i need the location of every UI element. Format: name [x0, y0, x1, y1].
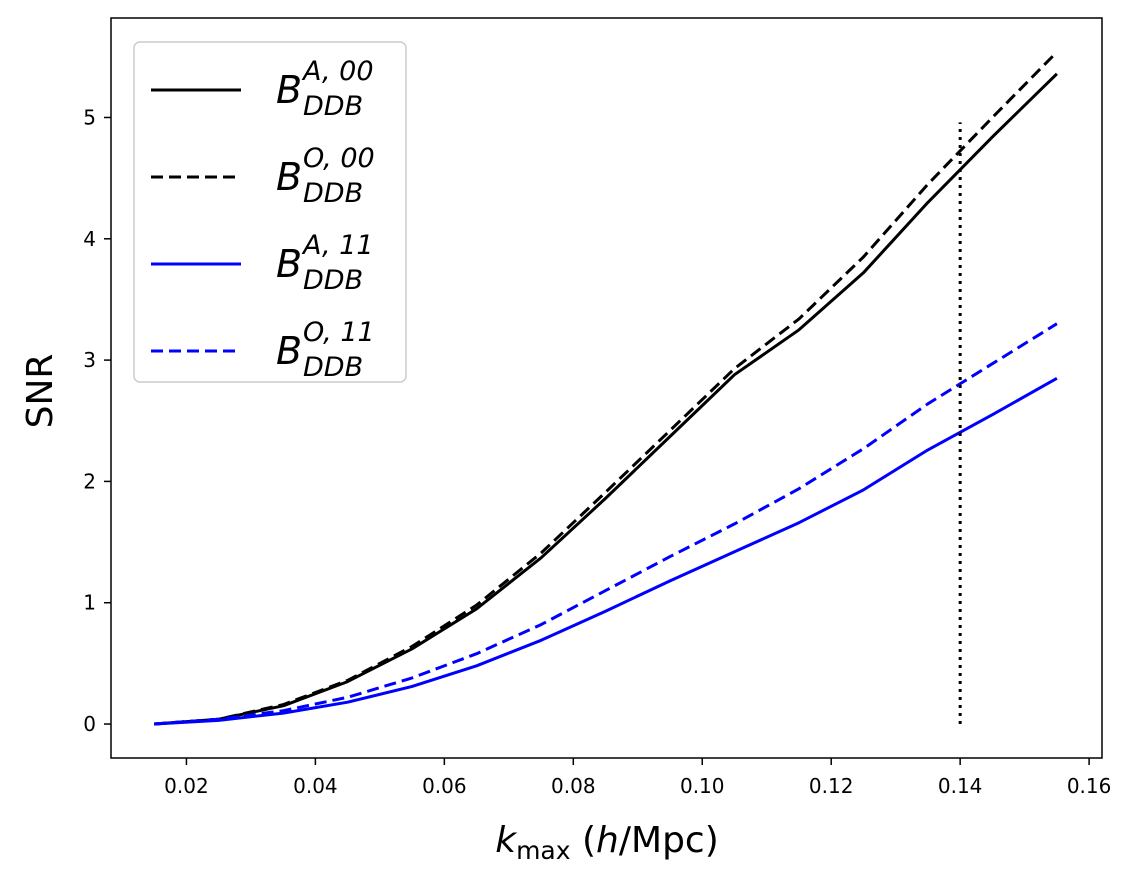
- series-line-1: [154, 50, 1058, 726]
- x-tick-label-4: 0.10: [680, 774, 725, 798]
- x-tick-label-2: 0.06: [422, 774, 467, 798]
- x-axis-label-unit-rest: /Mpc): [619, 820, 719, 861]
- x-axis-label: kmax (h/Mpc): [495, 820, 719, 865]
- legend-label-2: BDDBA, 11: [276, 230, 374, 296]
- x-axis-label-unit-italic: h: [596, 820, 619, 861]
- y-axis-label: SNR: [20, 354, 61, 429]
- y-tick-label-4: 4: [83, 227, 96, 251]
- y-tick-label-0: 0: [83, 712, 96, 736]
- legend-label-3: BDDBO, 11: [276, 317, 375, 383]
- x-axis-label-main: k: [495, 820, 518, 861]
- series-line-3: [154, 322, 1058, 726]
- x-tick-label-3: 0.08: [551, 774, 596, 798]
- x-axis-label-prefix: (: [571, 820, 597, 861]
- plot-frame: [110, 17, 1103, 759]
- legend: BDDBA, 00 BDDBO, 00 BDDBA, 11 BDDBO, 11: [133, 41, 407, 383]
- y-tick-label-3: 3: [83, 348, 96, 372]
- ticks: 0.02 0.04 0.06 0.08 0.10 0.12 0.14 0.16 0 1 2 3 4 5: [83, 105, 1111, 798]
- y-tick-label-5: 5: [83, 105, 96, 129]
- y-tick-label-2: 2: [83, 469, 96, 493]
- x-axis-label-sub: max: [516, 836, 570, 865]
- x-tick-label-7: 0.16: [1067, 774, 1112, 798]
- legend-label-1: BDDBO, 00: [276, 143, 375, 209]
- x-tick-label-5: 0.12: [809, 774, 854, 798]
- legend-label-0: BDDBA, 00: [276, 56, 374, 122]
- x-tick-label-0: 0.02: [164, 774, 209, 798]
- y-tick-label-1: 1: [83, 591, 96, 615]
- x-tick-label-6: 0.14: [938, 774, 983, 798]
- series-line-2: [154, 376, 1058, 726]
- legend-box: [133, 41, 407, 383]
- x-tick-label-1: 0.04: [293, 774, 338, 798]
- plot-lines: [154, 50, 1058, 726]
